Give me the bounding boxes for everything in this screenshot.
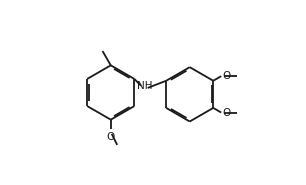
Text: NH: NH	[136, 81, 152, 91]
Text: O: O	[222, 71, 230, 81]
Text: O: O	[222, 107, 230, 117]
Text: O: O	[107, 132, 115, 142]
